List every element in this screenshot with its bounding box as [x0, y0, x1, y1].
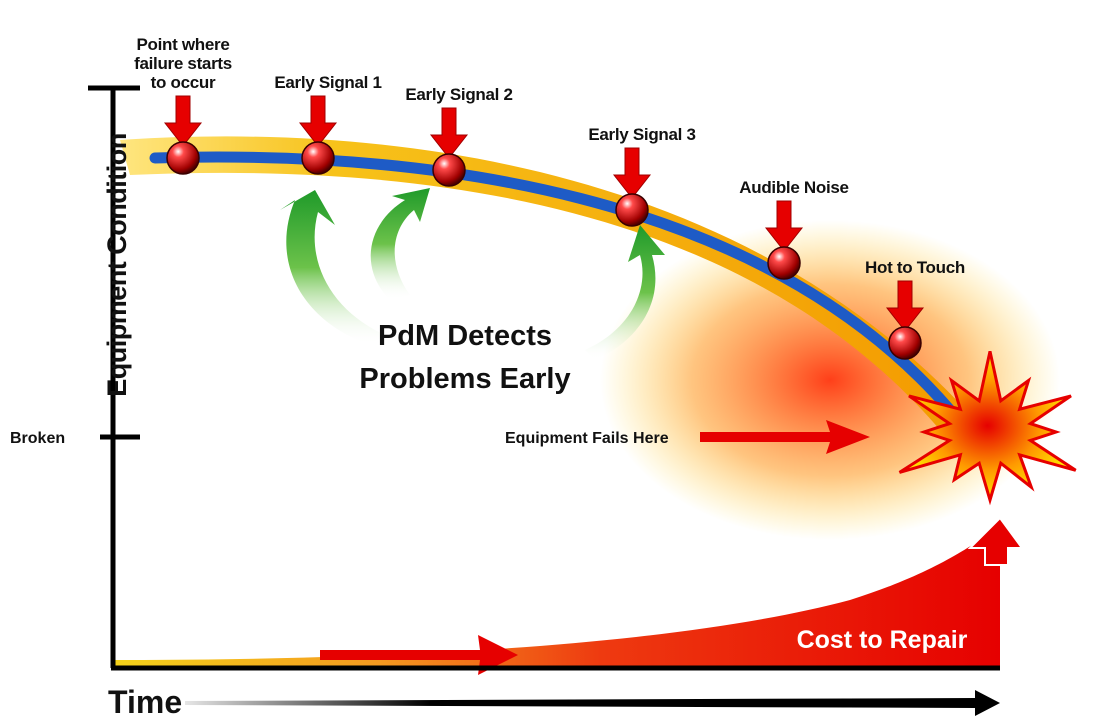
signal-label: Early Signal 1 [274, 73, 381, 92]
signal-arrow [300, 96, 336, 146]
signal-arrow [431, 108, 467, 158]
signal-point [167, 142, 199, 174]
signal-label: to occur [151, 73, 216, 92]
signal-arrow [614, 148, 650, 198]
diagram: Equipment Condition Broken Time PdM Dete… [0, 0, 1117, 719]
signal-label: Early Signal 3 [588, 125, 695, 144]
signal-label: Point where [136, 35, 229, 54]
signal-label: failure starts [134, 54, 232, 73]
page: {"signals": [ {"label": ["Point where", … [0, 0, 1117, 719]
signal-point [433, 154, 465, 186]
signal-point [889, 327, 921, 359]
pdm-arrow [371, 188, 430, 300]
cost-label: Cost to Repair [797, 626, 968, 654]
time-arrow [185, 690, 1000, 716]
x-axis-label: Time [108, 684, 182, 719]
failure-label: Equipment Fails Here [505, 430, 669, 447]
signal-label: Early Signal 2 [405, 85, 512, 104]
pdm-arrow [280, 190, 385, 345]
y-axis-label: Equipment Condition [102, 133, 132, 396]
callout-line: PdM Detects [378, 320, 552, 352]
signal-point [768, 247, 800, 279]
broken-label: Broken [10, 430, 65, 447]
callout-line: Problems Early [359, 363, 570, 395]
signal-point [616, 194, 648, 226]
signal-label: Audible Noise [739, 178, 848, 197]
signal-label: Hot to Touch [865, 258, 965, 277]
signal-point [302, 142, 334, 174]
